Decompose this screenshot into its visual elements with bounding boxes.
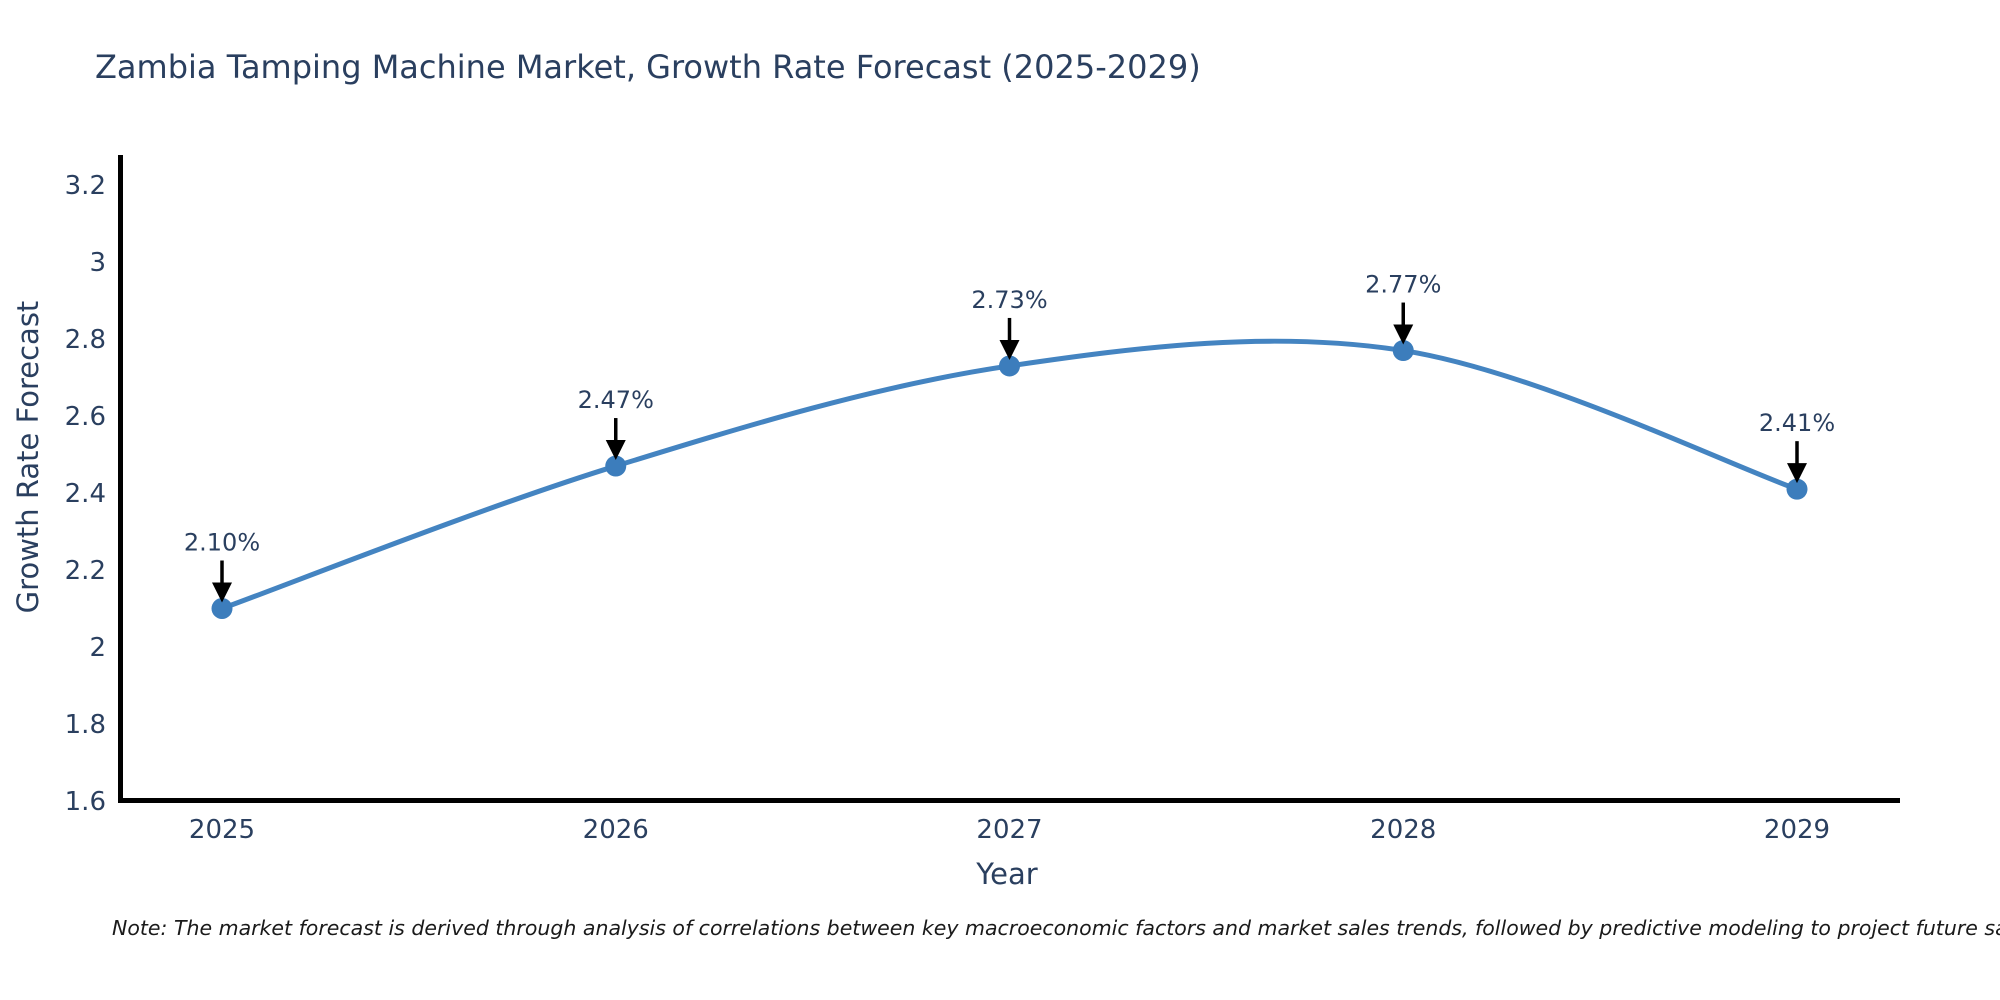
y-axis-title: Growth Rate Forecast bbox=[11, 300, 45, 614]
data-point-marker bbox=[211, 598, 233, 619]
x-tick-label: 2029 bbox=[1764, 815, 1830, 845]
y-tick-label: 2.2 bbox=[65, 556, 106, 586]
data-point-marker bbox=[1392, 340, 1414, 362]
annotation-arrowhead-icon bbox=[999, 339, 1020, 360]
data-point-value-label: 2.77% bbox=[1365, 271, 1441, 299]
y-tick-label: 1.6 bbox=[65, 787, 106, 817]
annotation-arrowhead-icon bbox=[1787, 463, 1807, 484]
x-axis-title: Year bbox=[976, 857, 1038, 891]
y-tick-label: 2.8 bbox=[65, 325, 106, 355]
x-tick-label: 2027 bbox=[976, 815, 1042, 845]
chart-title: Zambia Tamping Machine Market, Growth Ra… bbox=[95, 48, 1201, 86]
footnote: Note: The market forecast is derived thr… bbox=[112, 916, 2000, 940]
growth-rate-line-series bbox=[219, 338, 1800, 611]
annotation-arrowhead-icon bbox=[1393, 324, 1414, 345]
data-point-value-label: 2.73% bbox=[971, 286, 1047, 314]
annotation-arrowhead-icon bbox=[212, 582, 232, 603]
y-tick-label: 3.2 bbox=[65, 171, 106, 201]
y-tick-label: 2.6 bbox=[65, 402, 106, 432]
data-point-marker bbox=[999, 355, 1020, 377]
y-tick-label: 2 bbox=[89, 633, 106, 663]
annotation-arrowhead-icon bbox=[605, 440, 626, 461]
data-point-value-label: 2.47% bbox=[578, 386, 654, 414]
x-tick-label: 2025 bbox=[189, 815, 255, 845]
data-point-value-label: 2.41% bbox=[1759, 409, 1835, 437]
y-tick-label: 3 bbox=[89, 248, 106, 278]
x-tick-label: 2028 bbox=[1370, 815, 1436, 845]
y-tick-label: 1.8 bbox=[65, 710, 106, 740]
data-point-marker bbox=[605, 455, 627, 477]
data-point-value-label: 2.10% bbox=[184, 529, 260, 557]
x-tick-label: 2026 bbox=[583, 815, 649, 845]
data-point-marker bbox=[1786, 478, 1808, 500]
y-tick-label: 2.4 bbox=[65, 479, 106, 509]
